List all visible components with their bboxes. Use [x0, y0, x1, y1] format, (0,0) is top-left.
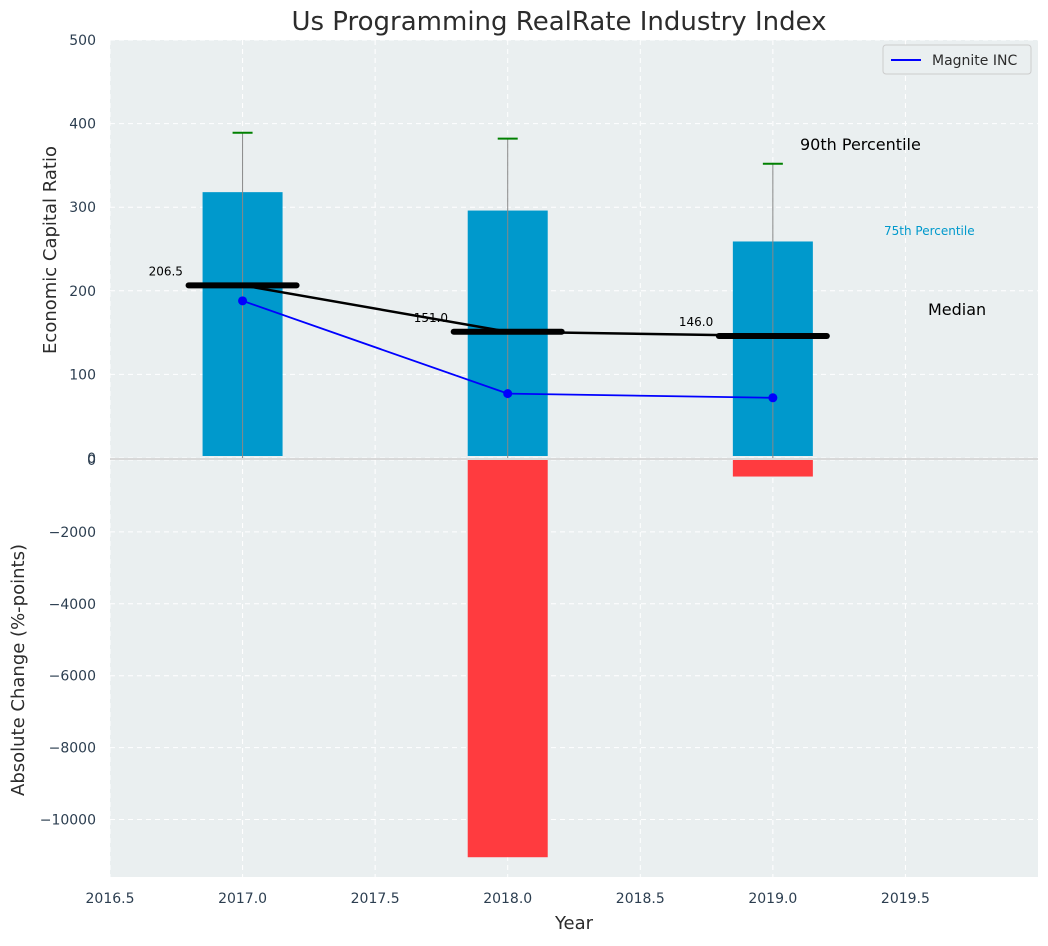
bottom-y-tick-label: −6000 — [49, 669, 96, 685]
bottom-y-tick-label: −10000 — [40, 812, 96, 828]
top-y-tick-label: 200 — [69, 284, 96, 300]
top-y-tick-label: 0 — [87, 451, 96, 467]
median-value-label: 206.5 — [149, 264, 183, 278]
x-tick-label: 2016.5 — [86, 891, 135, 907]
median-value-label: 146.0 — [679, 315, 713, 329]
x-tick-labels: 2016.5 2017.0 2017.5 2018.0 2018.5 2019.0 2019… — [86, 891, 930, 907]
median-layer: 206.5 151.0 146.0 — [149, 264, 830, 339]
chart-title: Us Programming RealRate Industry Index — [291, 7, 826, 37]
company-series — [238, 296, 778, 403]
company-point — [768, 393, 778, 403]
company-point — [238, 296, 248, 306]
bottom-y-tick-labels: 0 −2000 −4000 −6000 −8000 −10000 — [40, 453, 96, 828]
x-tick-label: 2019.0 — [748, 891, 797, 907]
median-annotation: Median — [928, 300, 986, 319]
x-tick-label: 2018.5 — [616, 891, 665, 907]
bottom-y-tick-label: −4000 — [49, 597, 96, 613]
percentile-90-whiskers — [232, 131, 783, 458]
change-bar — [467, 460, 548, 858]
x-tick-label: 2017.5 — [351, 891, 400, 907]
x-tick-label: 2018.0 — [483, 891, 532, 907]
bottom-plot-area — [110, 460, 1038, 877]
top-y-tick-labels: 0 100 200 300 400 500 — [69, 33, 96, 467]
top-y-axis-label: Economic Capital Ratio — [40, 146, 61, 354]
legend: Magnite INC — [882, 44, 1032, 75]
change-bars — [467, 460, 813, 858]
bottom-y-tick-label: −8000 — [49, 741, 96, 757]
bottom-y-tick-label: −2000 — [49, 525, 96, 541]
bottom-y-tick-label: 0 — [87, 453, 96, 469]
top-y-tick-label: 400 — [69, 117, 96, 133]
company-point — [503, 389, 513, 399]
top-y-tick-label: 500 — [69, 33, 96, 49]
x-tick-label: 2019.5 — [881, 891, 930, 907]
x-axis-label: Year — [554, 913, 594, 934]
top-y-tick-label: 100 — [69, 367, 96, 383]
legend-label: Magnite INC — [932, 53, 1017, 69]
median-value-label: 151.0 — [414, 311, 448, 325]
x-tick-label: 2017.0 — [218, 891, 267, 907]
legend-box — [882, 44, 1032, 75]
bottom-y-axis-label: Absolute Change (%-points) — [8, 544, 29, 796]
p90-annotation: 90th Percentile — [800, 135, 921, 154]
top-y-tick-label: 300 — [69, 200, 96, 216]
change-bar — [732, 460, 813, 477]
p75-annotation: 75th Percentile — [884, 224, 975, 238]
